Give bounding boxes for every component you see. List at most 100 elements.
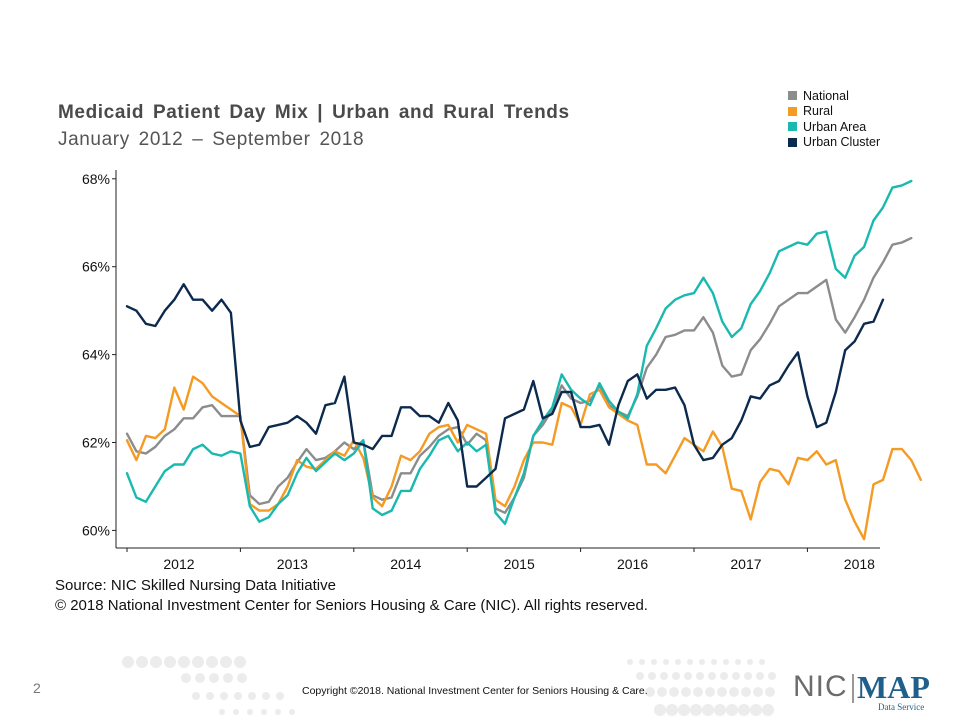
decor-dot bbox=[651, 659, 657, 665]
decor-dot bbox=[192, 656, 204, 668]
decor-dot bbox=[237, 673, 247, 683]
decor-dot bbox=[248, 692, 256, 700]
decor-dot bbox=[702, 704, 714, 716]
decor-dot bbox=[741, 687, 751, 697]
y-tick-label: 66% bbox=[82, 259, 110, 275]
decor-dot bbox=[711, 659, 717, 665]
y-tick-label: 68% bbox=[82, 171, 110, 187]
y-tick-label: 60% bbox=[82, 522, 110, 538]
decor-dot bbox=[747, 659, 753, 665]
decor-dot bbox=[181, 673, 191, 683]
legend-item-national: National bbox=[788, 88, 880, 104]
legend-item-urban-area: Urban Area bbox=[788, 119, 880, 135]
decor-dot bbox=[660, 672, 668, 680]
logo-subtitle: Data Service bbox=[878, 702, 925, 712]
chart-legend: National Rural Urban Area Urban Cluster bbox=[788, 88, 880, 150]
decor-dot bbox=[672, 672, 680, 680]
legend-swatch-rural bbox=[788, 106, 797, 116]
decor-dot bbox=[150, 656, 162, 668]
decor-dot bbox=[261, 709, 267, 715]
decor-dot bbox=[756, 672, 764, 680]
legend-swatch-urban-area bbox=[788, 122, 797, 132]
decor-dot bbox=[738, 704, 750, 716]
decor-dot bbox=[164, 656, 176, 668]
decor-dot bbox=[693, 687, 703, 697]
decor-dot bbox=[726, 704, 738, 716]
decor-dot bbox=[178, 656, 190, 668]
series-line-urban-area bbox=[125, 179, 913, 525]
decor-dot bbox=[636, 672, 644, 680]
nic-map-logo: NIC MAP Data Service bbox=[793, 669, 933, 715]
legend-label-rural: Rural bbox=[803, 104, 833, 119]
decor-dot bbox=[657, 687, 667, 697]
decor-dot bbox=[262, 692, 270, 700]
footer-copyright: Copyright ©2018. National Investment Cen… bbox=[302, 685, 648, 697]
series-line-urban-cluster bbox=[125, 283, 885, 488]
decor-dot bbox=[233, 709, 239, 715]
decor-dot bbox=[122, 656, 134, 668]
x-tick-label: 2014 bbox=[390, 556, 421, 572]
decor-dot bbox=[762, 704, 774, 716]
decor-dot bbox=[663, 659, 669, 665]
decor-dot bbox=[768, 672, 776, 680]
decor-dot bbox=[699, 659, 705, 665]
legend-label-national: National bbox=[803, 88, 849, 103]
decor-dot bbox=[234, 692, 242, 700]
decor-dot bbox=[696, 672, 704, 680]
decor-dot bbox=[209, 673, 219, 683]
decor-dot bbox=[234, 656, 246, 668]
decor-dot bbox=[206, 692, 214, 700]
decor-dot bbox=[714, 704, 726, 716]
logo-nic-text: NIC bbox=[793, 670, 848, 703]
decor-dot bbox=[666, 704, 678, 716]
decor-dot bbox=[136, 656, 148, 668]
legend-swatch-urban-cluster bbox=[788, 137, 797, 147]
decor-dot bbox=[675, 659, 681, 665]
x-tick-label: 2013 bbox=[277, 556, 308, 572]
decor-dot bbox=[753, 687, 763, 697]
x-tick-label: 2018 bbox=[844, 556, 875, 572]
x-tick-label: 2016 bbox=[617, 556, 648, 572]
decor-dot bbox=[639, 659, 645, 665]
legend-label-urban-cluster: Urban Cluster bbox=[803, 135, 881, 150]
decor-dot bbox=[720, 672, 728, 680]
series-line-rural bbox=[125, 375, 922, 541]
decor-dot bbox=[765, 687, 775, 697]
decor-dot bbox=[735, 659, 741, 665]
logo-map-text: MAP bbox=[857, 669, 930, 705]
decor-dot bbox=[220, 692, 228, 700]
page-number: 2 bbox=[33, 680, 41, 696]
decor-dot bbox=[690, 704, 702, 716]
decor-dot bbox=[276, 692, 284, 700]
copyright-note: © 2018 National Investment Center for Se… bbox=[55, 597, 648, 614]
decor-dot bbox=[247, 709, 253, 715]
x-tick-label: 2012 bbox=[163, 556, 194, 572]
decor-dot bbox=[717, 687, 727, 697]
decor-dot bbox=[759, 659, 765, 665]
chart-subtitle: January 2012 – September 2018 bbox=[58, 129, 365, 150]
decor-dot bbox=[708, 672, 716, 680]
decor-dot bbox=[645, 687, 655, 697]
decor-dot bbox=[729, 687, 739, 697]
decor-dot bbox=[219, 709, 225, 715]
decor-dot bbox=[687, 659, 693, 665]
decor-dot bbox=[732, 672, 740, 680]
decor-dot bbox=[195, 673, 205, 683]
decor-dot bbox=[289, 709, 295, 715]
x-tick-label: 2017 bbox=[730, 556, 761, 572]
decor-dot bbox=[206, 656, 218, 668]
x-tick-label: 2015 bbox=[504, 556, 535, 572]
logo-divider bbox=[852, 674, 854, 703]
chart-title: Medicaid Patient Day Mix | Urban and Rur… bbox=[58, 102, 570, 123]
decor-dot bbox=[223, 673, 233, 683]
y-tick-label: 62% bbox=[82, 435, 110, 451]
decor-dot bbox=[705, 687, 715, 697]
legend-swatch-national bbox=[788, 91, 797, 101]
decor-dot bbox=[681, 687, 691, 697]
decor-dot bbox=[275, 709, 281, 715]
legend-item-rural: Rural bbox=[788, 104, 880, 120]
decor-dot bbox=[678, 704, 690, 716]
decor-dot bbox=[627, 659, 633, 665]
decor-dot bbox=[220, 656, 232, 668]
